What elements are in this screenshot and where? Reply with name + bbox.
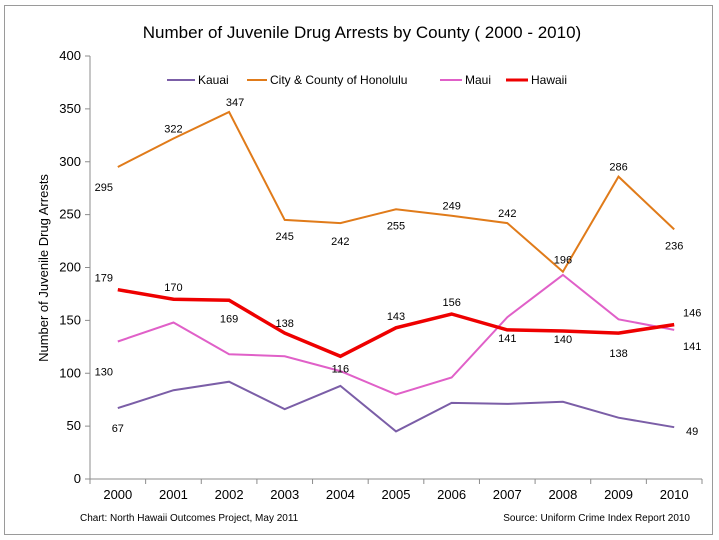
footnote-left: Chart: North Hawaii Outcomes Project, Ma… [80, 513, 299, 524]
data-label-hawaii-2006: 156 [442, 297, 460, 309]
y-tick-label-250: 250 [59, 207, 81, 222]
legend-label-honolulu: City & County of Honolulu [270, 73, 407, 87]
x-tick-label-2001: 2001 [159, 487, 188, 502]
x-tick-label-2007: 2007 [493, 487, 522, 502]
y-tick-label-400: 400 [59, 48, 81, 63]
legend-item-kauai: Kauai [167, 73, 229, 87]
y-tick-label-0: 0 [74, 471, 81, 486]
chart-frame [4, 5, 713, 535]
legend-label-kauai: Kauai [198, 73, 229, 87]
data-label-city-county-of-honolulu-2001: 322 [164, 123, 182, 135]
data-label-hawaii-2010: 146 [683, 308, 701, 320]
data-label-city-county-of-honolulu-2000: 295 [95, 182, 113, 194]
y-tick-label-150: 150 [59, 312, 81, 327]
x-tick-label-2010: 2010 [660, 487, 689, 502]
data-label-hawaii-2005: 143 [387, 311, 405, 323]
legend-item-maui: Maui [440, 73, 491, 87]
x-tick-label-2005: 2005 [382, 487, 411, 502]
data-label-hawaii-2001: 170 [164, 282, 182, 294]
x-tick-label-2002: 2002 [215, 487, 244, 502]
series-line-kauai [117, 380, 675, 433]
data-label-city-county-of-honolulu-2010: 236 [665, 240, 683, 252]
footnote-right: Source: Uniform Crime Index Report 2010 [503, 513, 690, 524]
data-label-hawaii-2007: 141 [498, 333, 516, 345]
chart-title: Number of Juvenile Drug Arrests by Count… [143, 23, 581, 42]
series-line-maui [117, 273, 675, 396]
y-axis-label: Number of Juvenile Drug Arrests [36, 174, 51, 362]
data-label-city-county-of-honolulu-2009: 286 [609, 162, 627, 174]
y-tick-label-300: 300 [59, 154, 81, 169]
data-label-hawaii-2009: 138 [609, 348, 627, 360]
data-label-hawaii-2004: 116 [332, 363, 350, 375]
data-label-maui-2000: 130 [95, 367, 113, 379]
data-label-hawaii-2000: 179 [95, 273, 113, 285]
data-label-city-county-of-honolulu-2006: 249 [442, 201, 460, 213]
legend-item-hawaii: Hawaii [506, 73, 567, 87]
data-label-hawaii-2002: 169 [220, 313, 238, 325]
y-tick-label-200: 200 [59, 260, 81, 275]
series-line-city-county-of-honolulu [117, 110, 675, 274]
y-tick-label-50: 50 [67, 418, 81, 433]
data-label-kauai-2000: 67 [112, 423, 124, 435]
data-label-maui-2010: 141 [683, 341, 701, 353]
x-tick-label-2003: 2003 [270, 487, 299, 502]
data-label-city-county-of-honolulu-2008: 196 [554, 255, 572, 267]
legend: Kauai City & County of Honolulu Maui Haw… [167, 73, 567, 87]
y-tick-label-100: 100 [59, 365, 81, 380]
legend-label-hawaii: Hawaii [531, 73, 567, 87]
data-label-city-county-of-honolulu-2007: 242 [498, 208, 516, 220]
data-label-hawaii-2003: 138 [276, 318, 294, 330]
plot-area: 0 50 100 150 200 250 300 350 400 2000 2001 2002 2003… [59, 48, 703, 502]
x-tick-label-2008: 2008 [548, 487, 577, 502]
legend-label-maui: Maui [465, 73, 491, 87]
data-label-city-county-of-honolulu-2005: 255 [387, 220, 405, 232]
x-tick-label-2004: 2004 [326, 487, 355, 502]
data-label-city-county-of-honolulu-2002: 347 [226, 97, 244, 109]
data-label-hawaii-2008: 140 [554, 334, 572, 346]
y-tick-label-350: 350 [59, 101, 81, 116]
series-line-hawaii [117, 287, 675, 359]
data-label-city-county-of-honolulu-2004: 242 [331, 236, 349, 248]
x-tick-label-2000: 2000 [103, 487, 132, 502]
legend-item-honolulu: City & County of Honolulu [247, 73, 407, 87]
x-tick-label-2009: 2009 [604, 487, 633, 502]
x-tick-label-2006: 2006 [437, 487, 466, 502]
data-label-city-county-of-honolulu-2003: 245 [276, 231, 294, 243]
data-label-kauai-2010: 49 [686, 426, 698, 438]
